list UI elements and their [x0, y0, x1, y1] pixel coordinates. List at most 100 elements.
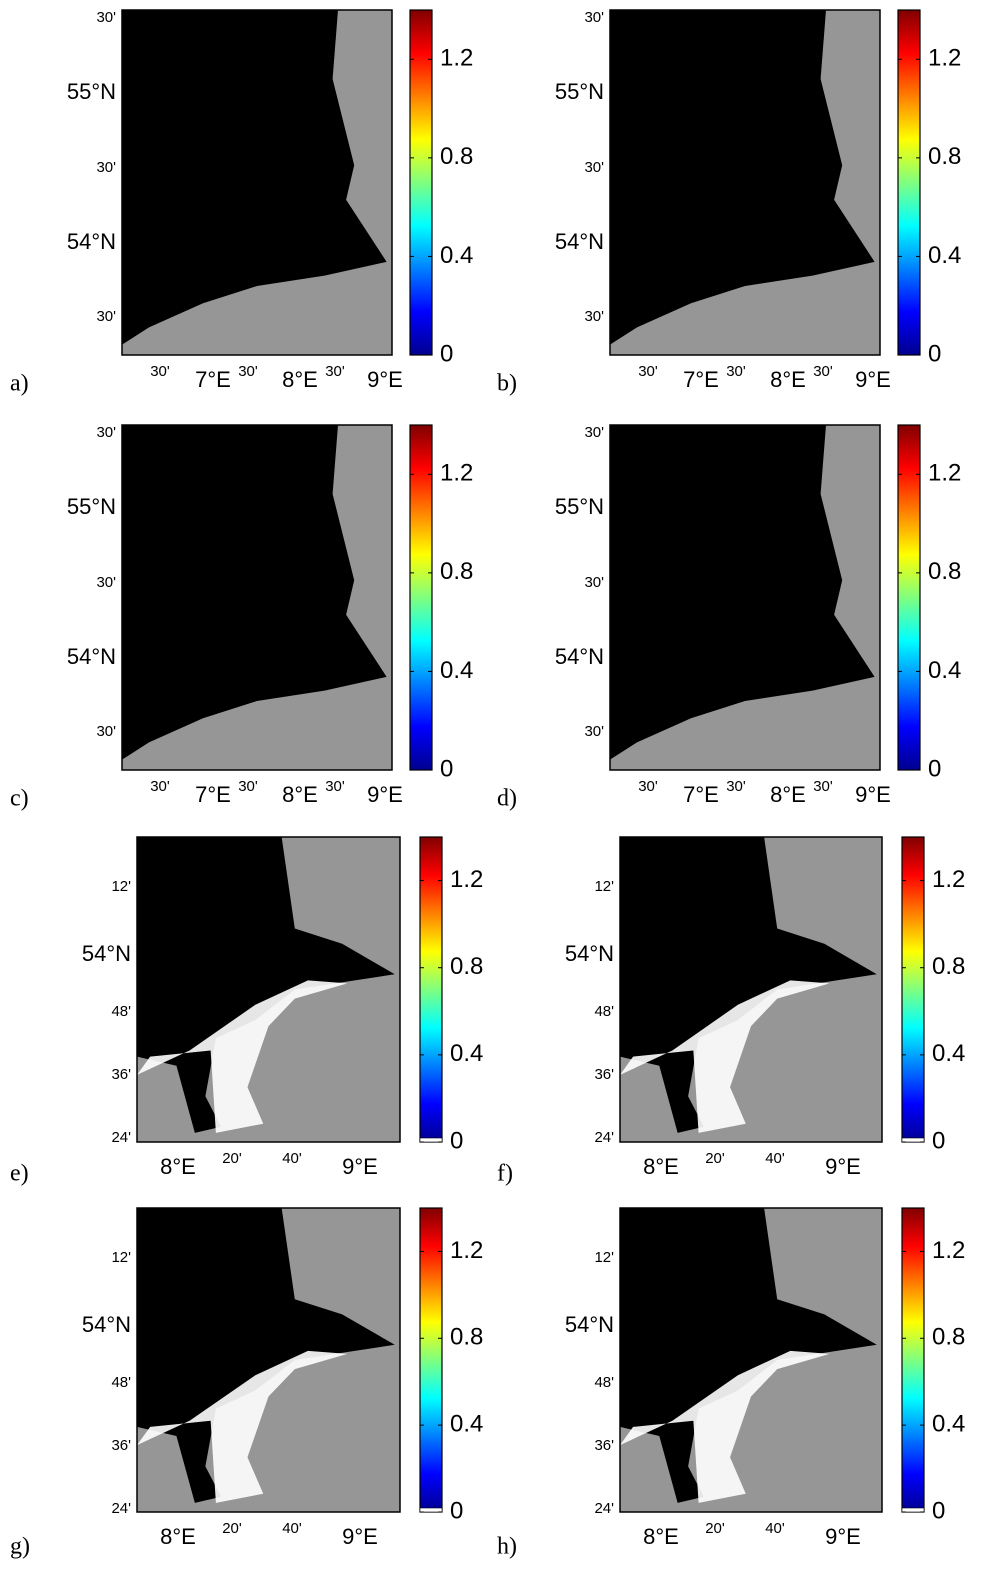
colorbar-tick-label: 0.4 [450, 1040, 483, 1067]
x-tick-label: 40' [282, 1150, 302, 1167]
x-tick-label: 20' [222, 1520, 242, 1537]
x-tick-label: 8°E [770, 782, 806, 807]
x-tick-label: 30' [325, 363, 345, 380]
colorbar-tick-label: 0.8 [450, 953, 483, 980]
y-tick-label: 30' [96, 424, 116, 441]
y-tick-label: 24' [594, 1500, 614, 1517]
y-tick-label: 30' [584, 723, 604, 740]
map-frame [609, 424, 881, 771]
y-tick-label: 24' [111, 1129, 131, 1146]
colorbar-tick-label: 0 [440, 755, 453, 782]
map-panel: 30' 55°N 30' 54°N 30' 30' 7°E 30' 8°E 30' 9°E 0 0.4 0… [10, 9, 473, 397]
x-tick-label: 8°E [643, 1154, 679, 1179]
tidal-flat [620, 980, 830, 1133]
x-tick-label: 9°E [342, 1524, 378, 1549]
colorbar-tick-label: 0.8 [450, 1324, 483, 1351]
x-tick-label: 8°E [160, 1524, 196, 1549]
y-tick-label: 30' [584, 159, 604, 176]
colorbar-tick-label: 1.2 [440, 460, 473, 487]
sea [620, 837, 877, 1133]
x-tick-label: 7°E [195, 367, 231, 392]
colorbar [409, 9, 433, 356]
colorbar-tick-label: 1.2 [928, 45, 961, 72]
y-tick-label: 55°N [555, 79, 604, 104]
y-tick-label: 30' [584, 424, 604, 441]
colorbar-tick-label: 0.8 [440, 558, 473, 585]
map-panel: 12' 54°N 48' 36' 24' 8°E 20' 40' 9°E 0 0.4 0.8 1.2 h) [497, 1207, 965, 1560]
x-tick-label: 30' [238, 778, 258, 795]
y-tick-label: 36' [111, 1437, 131, 1454]
x-tick-label: 30' [726, 778, 746, 795]
colorbar-tick-label: 0.4 [450, 1410, 483, 1437]
panel-label: e) [10, 1161, 29, 1187]
y-tick-label: 48' [111, 1374, 131, 1391]
colorbar [897, 424, 921, 771]
x-tick-label: 30' [813, 778, 833, 795]
colorbar-tick-label: 0 [440, 340, 453, 367]
colorbar-white [419, 1137, 443, 1143]
y-tick-label: 54°N [555, 229, 604, 254]
sea [122, 425, 387, 760]
y-tick-label: 30' [584, 574, 604, 591]
colorbar-tick-label: 1.2 [450, 1237, 483, 1264]
y-tick-label: 54°N [67, 229, 116, 254]
colorbar-tick-label: 0.8 [440, 143, 473, 170]
x-tick-label: 8°E [282, 367, 318, 392]
colorbar-white [901, 1137, 925, 1143]
y-tick-label: 30' [96, 574, 116, 591]
y-tick-label: 54°N [555, 644, 604, 669]
x-tick-label: 8°E [643, 1524, 679, 1549]
colorbar [419, 836, 443, 1143]
x-tick-label: 7°E [683, 367, 719, 392]
colorbar-tick-label: 0.8 [928, 143, 961, 170]
panel-label: d) [497, 786, 517, 812]
y-tick-label: 36' [111, 1066, 131, 1083]
x-tick-label: 9°E [342, 1154, 378, 1179]
map-frame [136, 1207, 401, 1513]
map-panel: 30' 55°N 30' 54°N 30' 30' 7°E 30' 8°E 30' 9°E 0 0.4 0… [10, 424, 473, 812]
y-tick-label: 55°N [67, 494, 116, 519]
panel-label: a) [10, 371, 29, 397]
x-tick-label: 9°E [367, 367, 403, 392]
map-frame [619, 1207, 883, 1513]
y-tick-label: 36' [594, 1437, 614, 1454]
x-tick-label: 20' [705, 1520, 725, 1537]
colorbar-tick-label: 1.2 [450, 866, 483, 893]
colorbar-tick-label: 0.4 [932, 1410, 965, 1437]
sea [610, 10, 875, 345]
x-tick-label: 30' [638, 363, 658, 380]
y-tick-label: 30' [96, 9, 116, 26]
y-tick-label: 48' [594, 1003, 614, 1020]
panel-label: h) [497, 1534, 517, 1560]
y-tick-label: 55°N [67, 79, 116, 104]
x-tick-label: 8°E [160, 1154, 196, 1179]
x-tick-label: 20' [705, 1150, 725, 1167]
colorbar [901, 1207, 925, 1513]
colorbar-white [419, 1507, 443, 1513]
y-tick-label: 24' [111, 1500, 131, 1517]
tidal-flat [137, 1350, 348, 1503]
colorbar [897, 9, 921, 356]
y-tick-label: 48' [111, 1003, 131, 1020]
x-tick-label: 40' [765, 1520, 785, 1537]
y-tick-label: 36' [594, 1066, 614, 1083]
colorbar-tick-label: 0 [450, 1127, 463, 1154]
colorbar-tick-label: 0 [932, 1497, 945, 1524]
colorbar-tick-label: 0.4 [932, 1040, 965, 1067]
y-tick-label: 54°N [67, 644, 116, 669]
map-frame [136, 836, 401, 1143]
tidal-flat [620, 1350, 830, 1503]
map-frame [609, 9, 881, 356]
x-tick-label: 9°E [855, 367, 891, 392]
y-tick-label: 12' [111, 1249, 131, 1266]
x-tick-label: 9°E [825, 1154, 861, 1179]
y-tick-label: 30' [584, 9, 604, 26]
tidal-flat [137, 980, 348, 1133]
y-tick-label: 54°N [565, 1312, 614, 1337]
x-tick-label: 30' [150, 778, 170, 795]
colorbar-white [901, 1507, 925, 1513]
map-panel: 30' 55°N 30' 54°N 30' 30' 7°E 30' 8°E 30' 9°E 0 0.4 0… [497, 424, 961, 812]
x-tick-label: 9°E [855, 782, 891, 807]
map-panel: 12' 54°N 48' 36' 24' 8°E 20' 40' 9°E 0 0.4 0.8 1.2 g) [10, 1207, 483, 1560]
sea [137, 1208, 395, 1503]
